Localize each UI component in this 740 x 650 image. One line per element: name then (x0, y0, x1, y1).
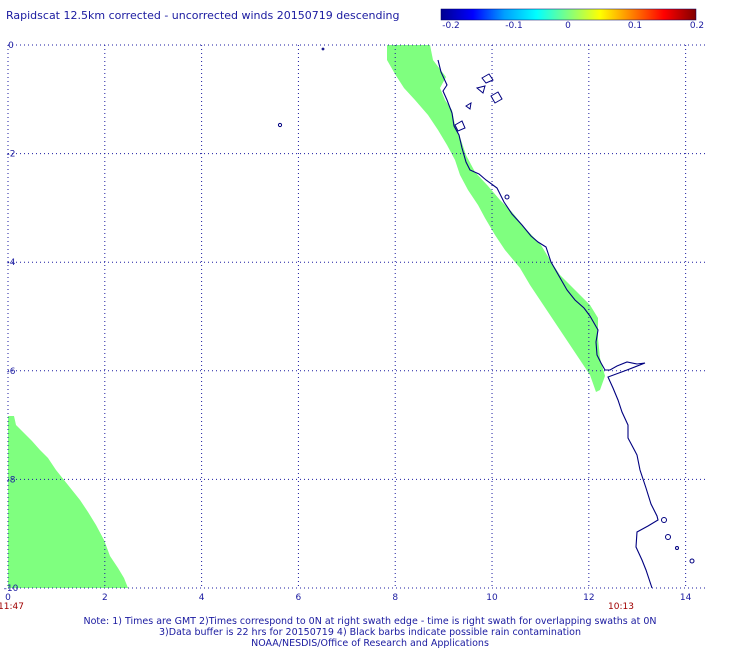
colorbar-tick-label: -0.2 (442, 21, 460, 31)
wind-swath-layer (8, 45, 605, 588)
time-right-label: 10:13 (608, 602, 634, 610)
x-tick-label: 14 (680, 593, 692, 603)
x-tick-label: 6 (296, 593, 302, 603)
figure-title: Rapidscat 12.5km corrected - uncorrected… (6, 9, 400, 22)
x-tick-label: 12 (583, 593, 594, 603)
note-line-1: Note: 1) Times are GMT 2)Times correspon… (83, 616, 657, 627)
y-tick-label: -2 (7, 150, 16, 160)
x-tick-label: 4 (199, 593, 205, 603)
x-tick-label: 10 (486, 593, 498, 603)
x-tick-label: 8 (392, 593, 398, 603)
colorbar-tick-label: 0 (565, 21, 571, 31)
grid-lines: 0 2 4 6 8 10 12 14 0 -2 -4 -6 -8 -10 11:47 10:13 (0, 41, 705, 610)
islands (277, 47, 695, 564)
y-tick-label: -4 (7, 258, 16, 268)
swath-left (8, 416, 128, 588)
colorbar-tick-label: 0.2 (689, 21, 705, 31)
y-tick-label: -6 (7, 367, 16, 377)
map-plot: 0 2 4 6 8 10 12 14 0 -2 -4 -6 -8 -10 11:47 10:13 (0, 41, 705, 610)
x-tick-label: 0 (5, 593, 11, 603)
colorbar (440, 8, 697, 21)
note-line-3: NOAA/NESDIS/Office of Research and Appli… (251, 638, 489, 649)
colorbar-tick-label: -0.1 (505, 21, 523, 31)
y-tick-label: -8 (7, 475, 16, 485)
time-left-label: 11:47 (0, 602, 24, 610)
y-tick-label: -10 (4, 584, 19, 594)
coastline (437, 59, 659, 589)
colorbar-gradient (440, 8, 697, 21)
note-line-2: 3)Data buffer is 22 hrs for 20150719 4) … (159, 627, 581, 638)
x-tick-label: 2 (102, 593, 108, 603)
colorbar-tick-label: 0.1 (627, 21, 643, 31)
swath-right (387, 45, 605, 392)
y-tick-label: 0 (8, 41, 14, 51)
